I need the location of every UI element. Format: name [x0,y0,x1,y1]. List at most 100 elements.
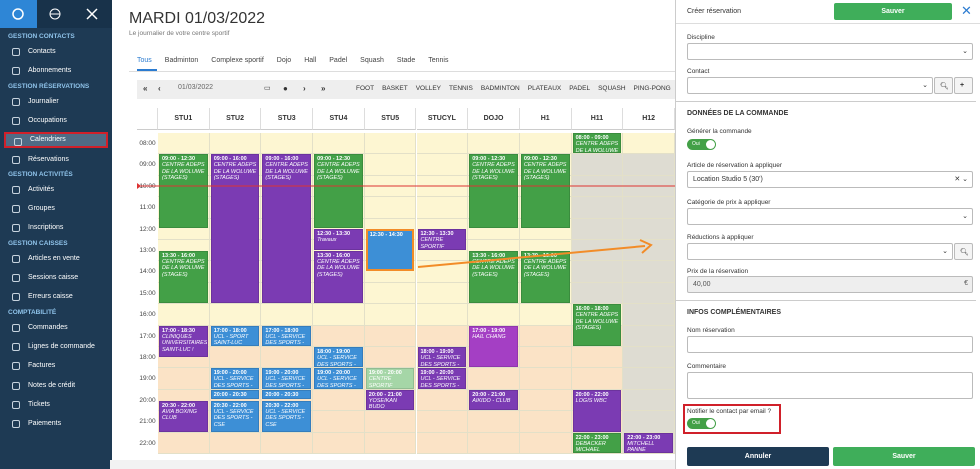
filter-button[interactable]: PING-PONG [633,85,671,92]
calendar-cell[interactable] [519,325,572,347]
calendar-cell[interactable] [364,282,417,305]
event[interactable]: 09:00 - 12:30 CENTRE ADEPS DE LA WOLUWE (… [314,154,363,229]
event[interactable]: 19:00 - 20:00 UCL - SERVICE DES SPORTS - … [314,368,363,389]
calendar-cell[interactable] [623,261,675,283]
calendar-cell[interactable] [364,304,417,326]
menu-item[interactable]: Tickets [4,397,108,413]
calendar-cell[interactable] [571,261,624,283]
calendar-cell[interactable] [468,304,520,326]
event[interactable]: 09:00 - 16:00 CENTRE ADEPS DE LA WOLUWE (… [210,154,260,304]
calendar-cell[interactable] [364,432,417,454]
filter-button[interactable]: SQUASH [598,85,626,92]
menu-item[interactable]: Contacts [4,44,108,60]
event[interactable]: 09:00 - 12:30 CENTRE ADEPS DE LA WOLUWE (… [520,154,570,229]
calendar-cell[interactable] [209,304,262,326]
tab[interactable]: Squash [360,57,384,64]
discipline-select[interactable]: ⌄ [687,43,973,60]
filter-button[interactable]: BADMINTON [480,85,520,92]
calendar-cell[interactable] [571,282,624,305]
discounts-select[interactable]: ⌄ [687,243,953,260]
event[interactable]: 17:00 - 18:30 CLINIQUES UNIVERSITAIRES SA… [159,325,208,357]
calendar-cell[interactable] [313,325,365,347]
calendar-cell[interactable] [313,432,365,454]
calendar-cell[interactable] [364,133,417,155]
calendar-cell[interactable] [571,368,624,390]
event[interactable]: 20:30 - 22:00 AVIA BOXING CLUB [159,400,208,432]
menu-item[interactable]: Sessions caisse [4,270,108,286]
calendar-cell[interactable] [261,133,314,155]
event[interactable]: 12:30 - 13:30 Travaux [314,229,363,250]
event[interactable]: 20:00 - 22:00 LOGIS WBC [572,389,622,432]
calendar-cell[interactable] [623,197,675,219]
menu-item[interactable]: Inscriptions [4,220,108,236]
calendar-cell[interactable] [416,154,469,176]
event[interactable]: 08:00 - 09:00 CENTRE ADEPS DE LA WOLUWE [572,133,622,154]
menu-item[interactable]: Abonnements [4,63,108,79]
calendar-cell[interactable] [468,432,520,454]
event[interactable]: 13:30 - 16:00 CENTRE ADEPS DE LA WOLUWE (… [469,250,518,304]
menu-item[interactable]: Notes de crédit [4,378,108,394]
calendar-cell[interactable] [416,432,469,454]
calendar-cell[interactable] [313,304,365,326]
event[interactable]: 20:00 - 20:30UCL - SERVICE DES SPORTS - … [210,389,260,400]
calendar-cell[interactable] [623,154,675,176]
calendar-cell[interactable] [623,347,675,369]
contact-select[interactable]: ⌄ [687,77,933,94]
calendar-cell[interactable] [261,304,314,326]
event[interactable]: 13:30 - 16:00 CENTRE ADEPS DE LA WOLUWE (… [314,250,363,304]
calendar-cell[interactable] [158,304,210,326]
calendar-cell[interactable] [313,133,365,155]
calendar-cell[interactable] [571,218,624,240]
calendar-cell[interactable] [364,325,417,347]
next-button[interactable]: › [303,84,306,93]
menu-item[interactable]: Occupations [4,113,108,129]
name-input[interactable] [687,336,973,353]
menu-item[interactable]: Groupes [4,201,108,217]
menu-item[interactable]: Réservations [4,152,108,168]
filter-button[interactable]: VOLLEY [415,85,442,92]
calendar-cell[interactable] [364,411,417,433]
event[interactable]: 17:00 - 19:00 HAIL CHANG [469,325,518,368]
event[interactable]: 19:00 - 20:00 UCL - SERVICE DES SPORTS - … [417,368,467,389]
event[interactable]: 09:00 - 12:30 CENTRE ADEPS DE LA WOLUWE (… [159,154,208,229]
calendar-cell[interactable] [158,133,210,155]
menu-item[interactable]: Lignes de commande [4,339,108,355]
filter-button[interactable]: PLATEAUX [527,85,562,92]
event[interactable]: 20:00 - 20:30UCL - SERVICE DES SPORTS - … [262,389,312,400]
calendar-cell[interactable] [623,411,675,433]
menu-item[interactable]: Journalier [4,94,108,110]
calendar-cell[interactable] [623,368,675,390]
event[interactable]: 20:00 - 21:00 AIKIDO - CLUB [469,389,518,411]
tab[interactable]: Dojo [276,57,292,64]
event[interactable]: 20:00 - 21:00 YOSEIKAN BUDO [365,389,415,411]
add-button[interactable]: + [954,77,973,94]
filter-button[interactable]: TENNIS [449,85,473,92]
tab[interactable]: Complexe sportif [211,57,264,64]
calendar-cell[interactable] [261,347,314,369]
calendar-cell[interactable] [623,133,675,155]
event[interactable]: 18:00 - 19:00 UCL - SERVICE DES SPORTS - … [417,347,467,368]
calendar-cell[interactable] [313,389,365,412]
filter-button[interactable]: PADEL [569,85,591,92]
calendar-cell[interactable] [416,197,469,219]
calendar-cell[interactable] [623,325,675,347]
calendar-cell[interactable] [519,304,572,326]
calendar-cell[interactable] [209,432,262,454]
last-button[interactable]: » [321,84,326,93]
calendar-button[interactable]: ▭ [264,85,271,92]
first-button[interactable]: « [143,84,148,93]
calendar-cell[interactable] [416,133,469,155]
calendar-cell[interactable] [519,368,572,390]
calendar-cell[interactable] [623,304,675,326]
calendar-cell[interactable] [519,133,572,155]
comment-textarea[interactable] [687,372,973,399]
tab[interactable]: Hall [304,57,317,64]
toggle[interactable]: Oui [687,139,716,150]
calendar-cell[interactable] [416,261,469,283]
calendar-cell[interactable] [571,240,624,262]
event[interactable]: 22:00 - 23:00 DEBACKER MICHAEL [572,432,622,453]
menu-item[interactable]: Erreurs caisse [4,289,108,305]
settings-icon[interactable] [0,0,37,28]
